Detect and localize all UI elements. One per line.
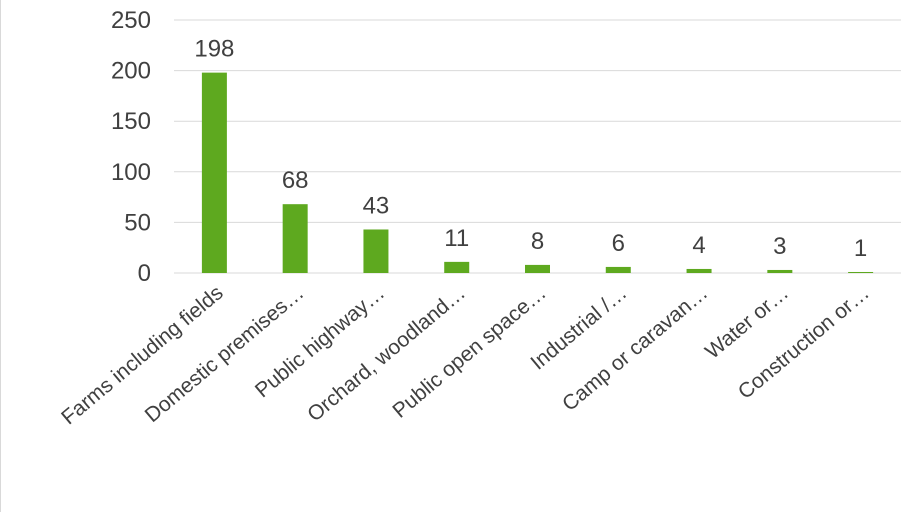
x-tick-label: Camp or caravan… (558, 281, 712, 416)
y-tick-label: 250 (111, 7, 151, 34)
y-tick-label: 100 (111, 159, 151, 186)
y-tick-label: 50 (124, 209, 151, 236)
bar (201, 72, 227, 274)
data-label: 3 (773, 233, 786, 260)
bar (767, 269, 793, 273)
x-tick-label: Orchard, woodland… (303, 281, 470, 426)
y-axis-ticks: 0 50 100 150 200 250 (111, 7, 151, 287)
y-tick-label: 200 (111, 58, 151, 85)
bar (444, 261, 470, 273)
bar (686, 268, 712, 273)
bar (525, 264, 550, 273)
data-label: 6 (612, 230, 625, 257)
data-label: 4 (692, 232, 705, 259)
data-label: 8 (531, 228, 544, 255)
bars (201, 72, 874, 274)
bar (605, 266, 631, 273)
bar (848, 271, 874, 273)
bar (363, 229, 389, 273)
data-label: 68 (282, 167, 309, 194)
data-label: 198 (194, 36, 234, 63)
data-label: 11 (444, 225, 469, 252)
data-label: 1 (854, 235, 867, 262)
x-tick-label: Public open space… (388, 281, 550, 422)
x-tick-label: Domestic premises… (141, 281, 309, 427)
data-label: 43 (363, 192, 390, 219)
y-tick-label: 0 (138, 260, 151, 287)
y-tick-label: 150 (111, 108, 151, 135)
bar (282, 204, 308, 273)
